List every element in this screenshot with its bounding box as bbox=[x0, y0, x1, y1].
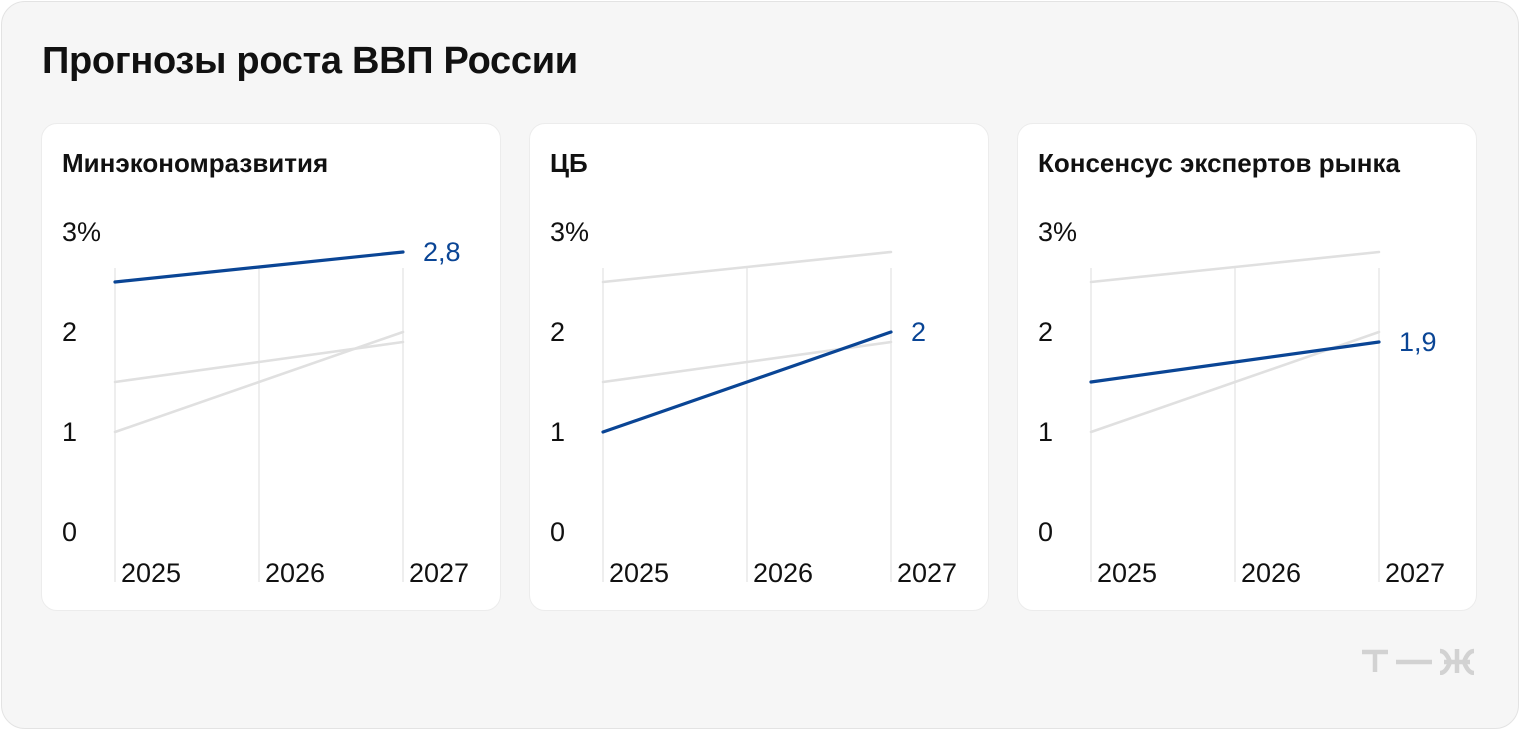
y-tick-label: 0 bbox=[62, 517, 77, 547]
y-tick-label: 2 bbox=[550, 317, 565, 347]
end-value-label: 2 bbox=[911, 317, 926, 347]
y-tick-label: 3% bbox=[62, 217, 101, 247]
y-tick-label: 3% bbox=[1038, 217, 1077, 247]
series-line bbox=[1089, 250, 1381, 284]
panel-central-bank: ЦБ 0 1 2 3% 2025 2026 2027 2 bbox=[529, 123, 989, 611]
series-line bbox=[113, 340, 405, 384]
y-tick-label: 2 bbox=[1038, 317, 1053, 347]
y-tick-label: 1 bbox=[550, 417, 565, 447]
y-tick-label: 2 bbox=[62, 317, 77, 347]
highlight-series-line bbox=[601, 330, 893, 434]
tzh-logo-icon bbox=[1362, 648, 1475, 675]
line-chart: 0 1 2 3% 2025 2026 2027 2,8 bbox=[62, 217, 469, 588]
x-tick-label: 2025 bbox=[609, 558, 669, 588]
x-tick-label: 2026 bbox=[265, 558, 325, 588]
panel-title: ЦБ bbox=[550, 148, 588, 178]
y-tick-label: 1 bbox=[1038, 417, 1053, 447]
panel-consensus: Консенсус экспертов рынка 0 1 2 3% 2025 2026 2… bbox=[1017, 123, 1477, 611]
highlight-series-line bbox=[113, 250, 405, 284]
x-tick-label: 2026 bbox=[1241, 558, 1301, 588]
line-chart: 0 1 2 3% 2025 2026 2027 1,9 bbox=[1038, 217, 1445, 588]
end-value-label: 1,9 bbox=[1399, 327, 1437, 357]
page-title: Прогнозы роста ВВП России bbox=[42, 40, 578, 82]
y-tick-label: 1 bbox=[62, 417, 77, 447]
x-tick-label: 2027 bbox=[409, 558, 469, 588]
y-tick-label: 0 bbox=[550, 517, 565, 547]
highlight-series-line bbox=[1089, 340, 1381, 384]
end-value-label: 2,8 bbox=[423, 237, 461, 267]
panel-ministry: Минэкономразвития 0 1 2 3% 2025 2026 2027 2,8 bbox=[41, 123, 501, 611]
panel-title: Консенсус экспертов рынка bbox=[1038, 148, 1400, 178]
y-tick-label: 0 bbox=[1038, 517, 1053, 547]
y-tick-label: 3% bbox=[550, 217, 589, 247]
panel-title: Минэкономразвития bbox=[62, 148, 329, 178]
x-tick-label: 2026 bbox=[753, 558, 813, 588]
x-tick-label: 2025 bbox=[121, 558, 181, 588]
series-line bbox=[601, 250, 893, 284]
x-tick-label: 2027 bbox=[1385, 558, 1445, 588]
x-tick-label: 2027 bbox=[897, 558, 957, 588]
line-chart: 0 1 2 3% 2025 2026 2027 2 bbox=[550, 217, 957, 588]
x-tick-label: 2025 bbox=[1097, 558, 1157, 588]
